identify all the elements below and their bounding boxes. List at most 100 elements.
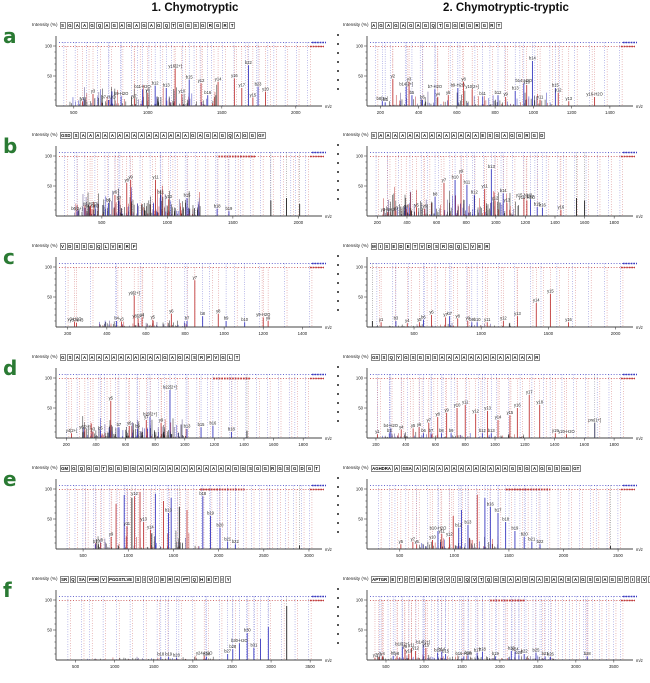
peak-label: y1	[375, 429, 380, 434]
fragment-ion-peaks	[376, 374, 596, 438]
y-tick-label: 50	[358, 406, 363, 411]
ion-coverage-lines	[59, 151, 326, 158]
sequence-residue: T	[313, 465, 320, 473]
peak-label: y13	[165, 194, 172, 199]
sequence-residue: G	[523, 465, 531, 473]
peptide-sequence: GM G Q G G T G G D G A A A A A A A A A A A A A G G S G G R G S G D G T	[59, 465, 320, 473]
sequence-residue: G	[155, 22, 163, 30]
y-tick-label: 50	[358, 184, 363, 189]
ion-position-lines	[67, 596, 312, 660]
sequence-residue: T	[437, 22, 444, 30]
y-tick-label: 50	[358, 295, 363, 300]
x-axis-title: m/z	[636, 547, 643, 552]
x-tick-label: 1400	[298, 331, 308, 336]
sequence-residue: G	[204, 132, 211, 140]
peak-label: b3	[394, 316, 399, 321]
row-label-c: c	[3, 245, 15, 269]
spectrum-plot: b18 b19 b20 y24-H2Ob24b27b28b30-H2Ob30b3110…	[45, 590, 332, 669]
sequence-residue: A	[101, 132, 109, 140]
sequence-residue: A	[428, 132, 435, 140]
peak-label: y13	[504, 198, 511, 203]
sequence-residue: R	[269, 465, 276, 473]
ion-coverage-lines	[370, 373, 637, 380]
x-tick-label: 200	[374, 220, 382, 225]
peak-label: b14[2+]	[399, 82, 413, 87]
sequence-residue: A	[511, 354, 519, 362]
fragment-ion-peaks	[160, 596, 288, 660]
peak-label: b9	[449, 428, 454, 433]
panel-header: Intensity (%) GSD S A A A A A A A A A A A A A A A G A G A G Q A G…	[32, 132, 338, 140]
peak-label: y20	[262, 86, 269, 91]
peak-label: b7-H2O	[428, 84, 442, 89]
column-header-chymotryptic-tryptic: 2. Chymotryptic-tryptic	[443, 2, 569, 14]
sequence-residue: G	[493, 132, 501, 140]
peak-label: b21	[542, 651, 550, 656]
sequence-residue: A	[167, 132, 174, 140]
sequence-residue: R	[198, 354, 205, 362]
sequence-residue: G	[402, 354, 410, 362]
sequence-residue: A	[110, 354, 117, 362]
peak-label: y3-NH3	[70, 318, 85, 323]
sequence-residue: A	[88, 354, 96, 362]
sequence-residue: G	[377, 22, 385, 30]
peak-label: b6[2+]	[71, 206, 83, 211]
peak-label: b9-H2O	[114, 91, 128, 96]
peak-label: y15	[547, 289, 554, 294]
sequence-residue: GY	[256, 132, 267, 140]
x-tick-label: 1800	[609, 442, 619, 447]
peak-label: b3	[387, 428, 392, 433]
sequence-residue: G	[538, 465, 546, 473]
peak-label: y7	[132, 94, 137, 99]
sequence-residue: V	[444, 576, 451, 584]
peak-label: y2	[373, 652, 378, 657]
x-tick-label: 500	[70, 110, 78, 115]
sequence-residue: PGGSTLVE	[107, 576, 134, 584]
sequence-residue: E	[479, 132, 486, 140]
x-tick-label: 400	[92, 442, 100, 447]
intensity-axis-title: Intensity (%)	[32, 22, 58, 27]
x-tick-label: 800	[181, 331, 189, 336]
sequence-residue: S	[456, 576, 463, 584]
peak-label: b14[2+]	[416, 640, 430, 645]
peak-label: y5	[414, 202, 419, 207]
peak-label: y11	[124, 521, 131, 526]
intensity-axis-title: Intensity (%)	[32, 354, 58, 359]
peak-label: b6	[421, 428, 426, 433]
peak-label: b10[2+]	[395, 642, 409, 647]
x-tick-label: 1500	[217, 110, 227, 115]
axes: 100 50 500 1000 1500 2000 m/z	[45, 36, 332, 115]
background-peaks	[99, 320, 187, 327]
peak-label: y12	[198, 78, 205, 83]
peak-label: b5	[98, 426, 103, 431]
peak-label: b8	[439, 428, 444, 433]
sequence-residue: L	[103, 243, 109, 251]
sequence-residue: A	[154, 354, 161, 362]
sequence-residue: G	[531, 132, 538, 140]
panel-header: Intensity (%) AGHDRA A GSA A A A A A A A A A A A A A G S G A…	[343, 465, 649, 473]
sequence-residue: I	[451, 576, 456, 584]
sequence-residue: A	[166, 465, 173, 473]
sequence-residue: A	[123, 132, 131, 140]
sequence-residue: A	[475, 354, 482, 362]
peak-label: y11	[408, 643, 415, 648]
sequence-residue: A	[132, 354, 139, 362]
peak-label: b10	[452, 175, 460, 180]
sequence-residue: A	[501, 465, 509, 473]
x-tick-label: 1500	[228, 220, 238, 225]
x-tick-label: 2000	[495, 664, 505, 669]
peak-label: b5	[410, 90, 415, 95]
sequence-residue: G	[59, 354, 67, 362]
x-tick-label: 1000	[219, 331, 229, 336]
ion-coverage-lines	[370, 262, 637, 269]
sequence-residue: G	[85, 465, 93, 473]
sequence-residue: A	[109, 132, 116, 140]
sequence-residue: V	[641, 576, 648, 584]
peak-label: y10	[523, 80, 530, 85]
ion-coverage-lines	[370, 41, 637, 48]
sequence-residue: A	[393, 465, 400, 473]
peak-label: y7	[193, 275, 198, 280]
